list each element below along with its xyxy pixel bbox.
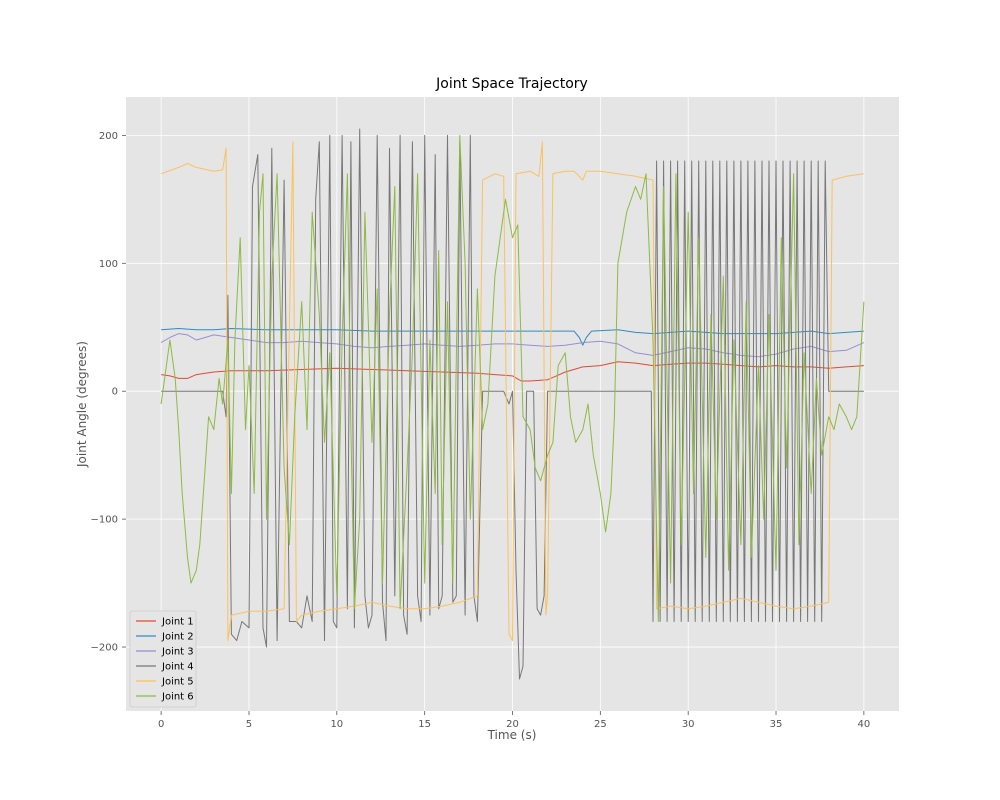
series-line-joint-4 bbox=[161, 128, 864, 680]
x-tick-label: 5 bbox=[246, 719, 252, 730]
y-tick-label: 100 bbox=[99, 259, 118, 270]
x-tick-label: 30 bbox=[682, 719, 695, 730]
y-axis-label: Joint Angle (degrees) bbox=[75, 341, 89, 468]
y-tick-label: 0 bbox=[112, 387, 118, 398]
x-axis-label: Time (s) bbox=[487, 728, 537, 742]
x-tick-label: 10 bbox=[330, 719, 343, 730]
x-tick-label: 25 bbox=[594, 719, 607, 730]
x-tick-label: 40 bbox=[857, 719, 870, 730]
y-axis-ticks: −200 −100 0 100 200 bbox=[91, 131, 126, 654]
legend-label: Joint 5 bbox=[161, 677, 194, 688]
x-tick-label: 15 bbox=[418, 719, 431, 730]
legend: Joint 1 Joint 2 Joint 3 Joint 4 Joint 5 Joint… bbox=[129, 610, 197, 708]
legend-label: Joint 4 bbox=[161, 662, 194, 673]
series-line-joint-5 bbox=[160, 141, 864, 642]
legend-box bbox=[129, 610, 197, 708]
x-tick-label: 0 bbox=[158, 719, 164, 730]
legend-label: Joint 3 bbox=[161, 647, 194, 658]
legend-label: Joint 1 bbox=[161, 617, 194, 628]
series-group bbox=[160, 128, 865, 680]
x-axis-ticks: 0 5 10 15 20 25 30 35 40 bbox=[158, 711, 870, 730]
series-line-joint-1 bbox=[161, 361, 864, 382]
legend-label: Joint 6 bbox=[161, 692, 194, 703]
legend-label: Joint 2 bbox=[161, 632, 194, 643]
y-tick-label: 200 bbox=[99, 131, 118, 142]
series-line-joint-3 bbox=[160, 333, 865, 358]
x-tick-label: 35 bbox=[770, 719, 783, 730]
chart-title: Joint Space Trajectory bbox=[435, 76, 588, 92]
series-line-joint-6 bbox=[160, 134, 865, 622]
y-tick-label: −200 bbox=[91, 643, 118, 654]
x-tick-label: 20 bbox=[506, 719, 519, 730]
y-tick-label: −100 bbox=[91, 515, 118, 526]
